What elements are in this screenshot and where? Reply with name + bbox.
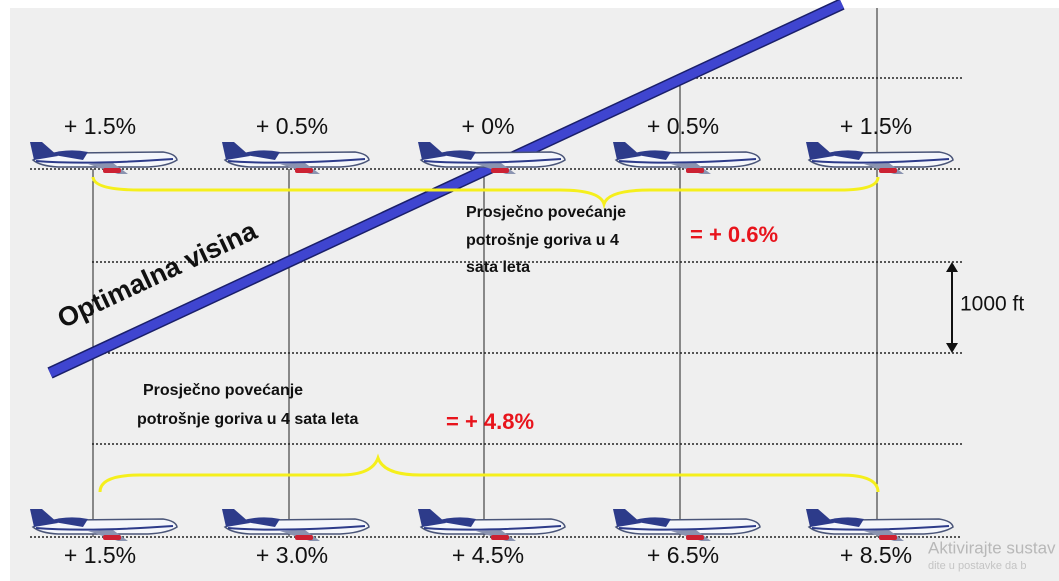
- altitude-step: 1000 ft: [960, 293, 1024, 316]
- top-label: + 0.5%: [647, 113, 719, 139]
- page: 1000 ft Optimalna visina Prosječno poveć…: [0, 0, 1059, 581]
- diagram: 1000 ft Optimalna visina Prosječno poveć…: [0, 0, 1059, 581]
- top-note-line: sata leta: [466, 259, 530, 276]
- top-label: + 0%: [461, 113, 514, 139]
- bottom-label: + 4.5%: [452, 542, 524, 568]
- bottom-label: + 1.5%: [64, 542, 136, 568]
- bottom-label: + 6.5%: [647, 542, 719, 568]
- top-note-result: = + 0.6%: [690, 222, 778, 247]
- top-note-line: potrošnje goriva u 4: [466, 232, 619, 249]
- top-note-line: Prosječno povećanje: [466, 204, 626, 221]
- bottom-label: + 8.5%: [840, 542, 912, 568]
- watermark: dite u postavke da b: [928, 560, 1026, 572]
- top-label: + 0.5%: [256, 113, 328, 139]
- background: [10, 8, 1059, 581]
- watermark: Aktivirajte sustav: [928, 538, 1056, 557]
- top-label: + 1.5%: [840, 113, 912, 139]
- bottom-note-result: = + 4.8%: [446, 409, 534, 434]
- top-label: + 1.5%: [64, 113, 136, 139]
- bottom-note-line: potrošnje goriva u 4 sata leta: [137, 411, 359, 428]
- bottom-note-line: Prosječno povećanje: [143, 382, 303, 399]
- bottom-label: + 3.0%: [256, 542, 328, 568]
